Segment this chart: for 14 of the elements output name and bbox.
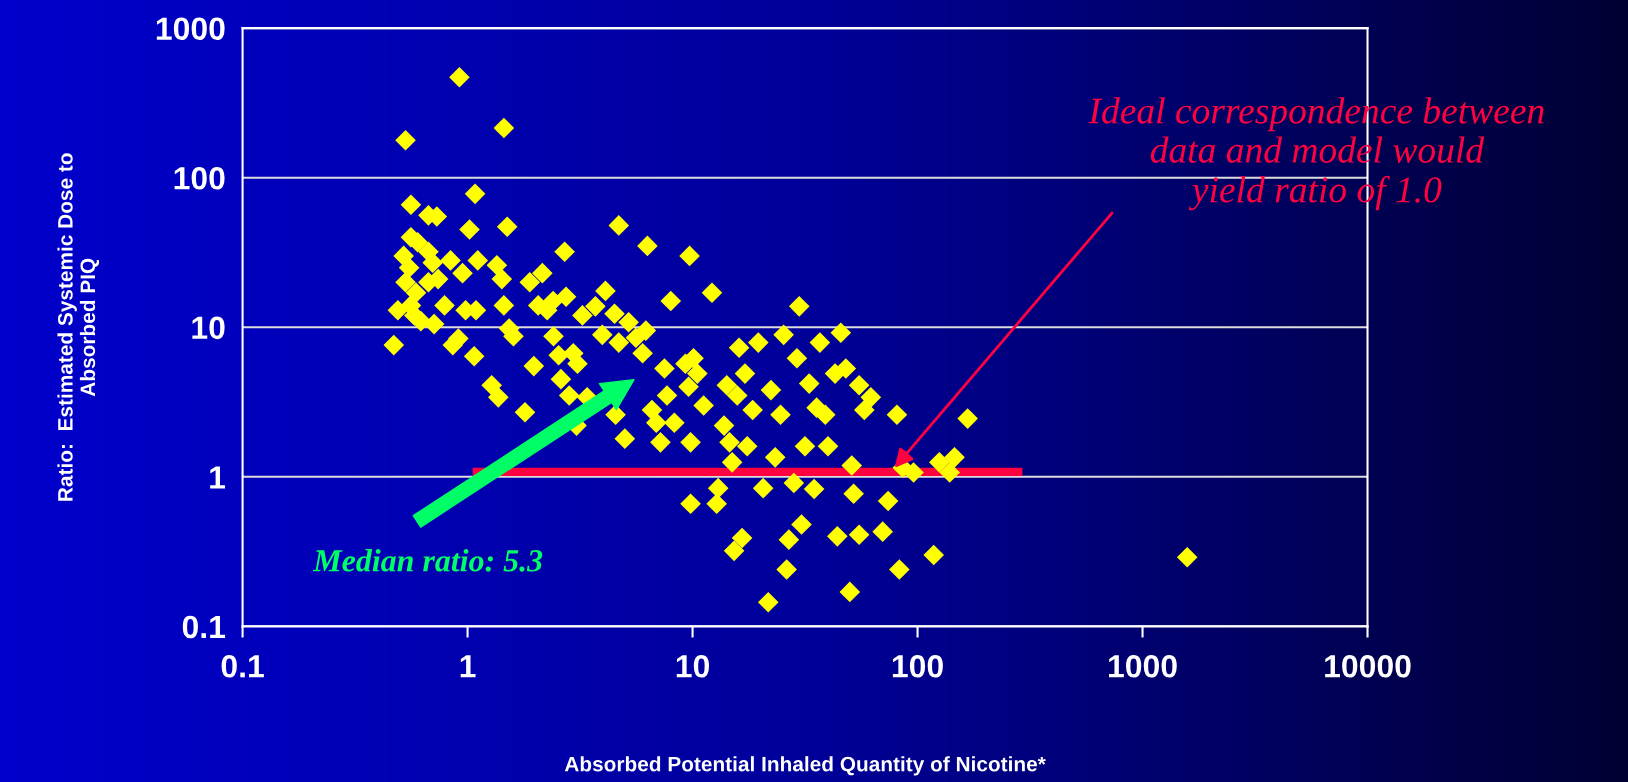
x-tick-label: 10 <box>676 655 710 678</box>
y-tick-label: 1 <box>210 466 226 489</box>
y-tick-label: 100 <box>174 166 225 190</box>
y-axis-title: Ratio: Estimated Systemic Dose to Absorbed PIQ <box>57 153 100 501</box>
y-tick-label: 0.1 <box>182 615 226 639</box>
x-tick-label: 0.1 <box>221 655 264 678</box>
y-tick-label: 1000 <box>156 17 225 41</box>
annotation: Median ratio: 5.3 <box>312 549 543 572</box>
x-tick-label: 100 <box>892 655 943 678</box>
x-axis-title: Absorbed Potential Inhaled Quantity of Nicotine* <box>564 756 1046 776</box>
x-tick-label: 1 <box>460 655 476 678</box>
x-tick-label: 1000 <box>1109 655 1177 678</box>
y-tick-label: 10 <box>192 316 225 340</box>
x-tick-label: 10000 <box>1325 655 1411 678</box>
